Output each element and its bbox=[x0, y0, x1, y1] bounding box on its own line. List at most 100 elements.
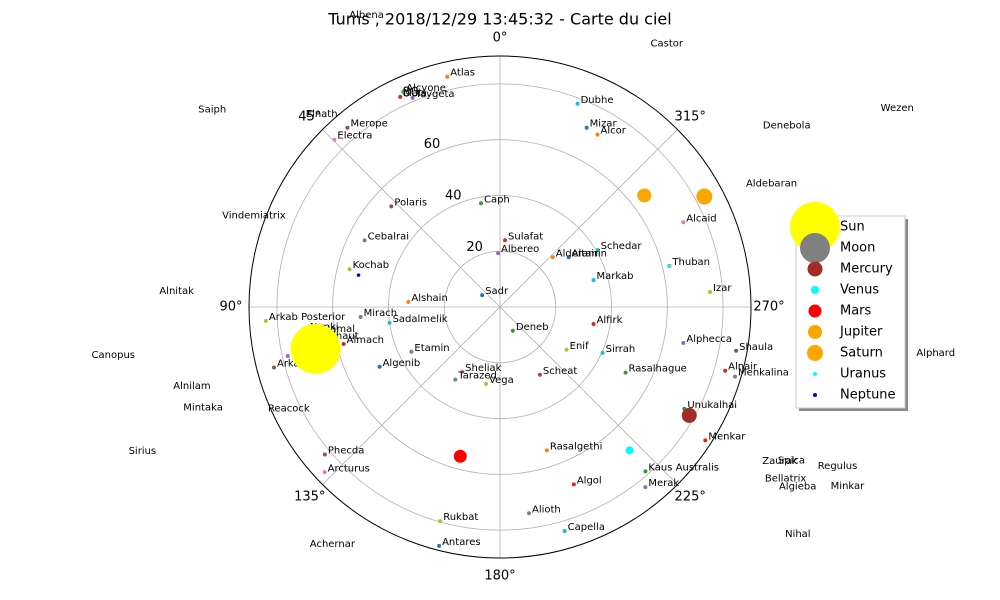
star bbox=[332, 137, 337, 142]
star bbox=[566, 255, 571, 260]
star-label: Rukbat bbox=[443, 512, 478, 523]
star bbox=[401, 89, 406, 94]
star-label: Deneb bbox=[516, 322, 549, 333]
star-label: Shaula bbox=[739, 342, 773, 353]
star bbox=[406, 300, 411, 305]
legend-marker bbox=[808, 325, 822, 339]
planet bbox=[667, 264, 671, 268]
star-label: Alnair bbox=[728, 362, 758, 373]
star-label: Rasalgethi bbox=[550, 441, 603, 452]
star-label: Denebola bbox=[763, 121, 811, 132]
star-label: Merope bbox=[350, 119, 387, 130]
star-label: Atlas bbox=[450, 68, 475, 79]
legend-label: Sun bbox=[840, 220, 865, 235]
star-label: Aldebaran bbox=[746, 178, 797, 189]
star-label: Elnath bbox=[306, 109, 338, 120]
star bbox=[595, 248, 600, 253]
star bbox=[285, 353, 290, 358]
star bbox=[708, 289, 713, 294]
star-label: Alioth bbox=[532, 504, 561, 515]
star bbox=[591, 278, 596, 283]
star bbox=[595, 132, 600, 137]
star bbox=[263, 318, 268, 323]
star bbox=[484, 381, 489, 386]
theta-grid-line bbox=[322, 129, 501, 308]
legend-label: Venus bbox=[840, 283, 879, 298]
star bbox=[703, 438, 708, 443]
star-label: Algol bbox=[577, 475, 602, 486]
star bbox=[322, 470, 327, 475]
legend-label: Moon bbox=[840, 241, 875, 256]
star-label: Castor bbox=[651, 38, 684, 49]
star-label: Alcor bbox=[601, 126, 627, 137]
star-label: Mintaka bbox=[183, 402, 223, 413]
theta-tick-label: 45° bbox=[298, 109, 321, 124]
legend-label: Jupiter bbox=[839, 325, 883, 340]
theta-tick-label: 135° bbox=[294, 490, 325, 505]
star-label: Polaris bbox=[394, 197, 427, 208]
star-label: Maia bbox=[403, 88, 427, 99]
star-label: Etamin bbox=[414, 343, 449, 354]
star-label: Schedar bbox=[601, 241, 643, 252]
star-label: Bellatrix bbox=[765, 473, 807, 484]
legend-label: Saturn bbox=[840, 346, 883, 361]
star bbox=[387, 320, 392, 325]
star-label: Caph bbox=[484, 194, 510, 205]
planet bbox=[625, 446, 634, 455]
star-label: Sheliak bbox=[465, 363, 502, 374]
star-label: Mizar bbox=[590, 119, 618, 130]
star-label: Dubhe bbox=[581, 95, 614, 106]
star-label: Antares bbox=[442, 537, 480, 548]
legend-label: Mercury bbox=[840, 262, 893, 277]
theta-tick-label: 180° bbox=[484, 569, 515, 584]
star bbox=[389, 204, 394, 209]
star-label: Saiph bbox=[198, 105, 226, 116]
legend-marker bbox=[807, 261, 823, 277]
star-label: Alnilam bbox=[173, 381, 210, 392]
planet bbox=[356, 273, 361, 277]
star-label: Unukalhai bbox=[687, 400, 737, 411]
star-label: Hamal bbox=[323, 324, 355, 335]
star-label: Tarazed bbox=[457, 371, 497, 382]
star-label: Vega bbox=[489, 375, 514, 386]
star-label: Merak bbox=[648, 478, 679, 489]
star bbox=[564, 347, 569, 352]
legend-marker bbox=[800, 233, 830, 263]
theta-grid-line bbox=[499, 129, 678, 308]
star-label: Alcaid bbox=[686, 213, 716, 224]
star bbox=[480, 293, 485, 298]
star-label: Thuban bbox=[671, 257, 710, 268]
star-label: Alnitak bbox=[159, 286, 194, 297]
star bbox=[600, 350, 605, 355]
theta-tick-label: 270° bbox=[753, 300, 784, 315]
star bbox=[358, 314, 363, 319]
star bbox=[345, 125, 350, 130]
planet bbox=[681, 407, 697, 423]
star-label: Canopus bbox=[92, 350, 135, 361]
star bbox=[723, 368, 728, 373]
star-label: Algieba bbox=[779, 481, 816, 492]
theta-tick-label: 90° bbox=[219, 300, 242, 315]
star-label: Vindemiatrix bbox=[222, 211, 286, 222]
theta-tick-label: 0° bbox=[493, 31, 508, 46]
star bbox=[584, 125, 589, 130]
star-label: Enif bbox=[570, 341, 589, 352]
star bbox=[510, 328, 515, 333]
planet bbox=[696, 188, 713, 205]
star-label: Spica bbox=[778, 455, 805, 466]
star-label: Sirius bbox=[129, 446, 157, 457]
star bbox=[623, 370, 628, 375]
star-label: Alshain bbox=[411, 293, 447, 304]
star-label: Minkar bbox=[831, 481, 865, 492]
star-label: Capella bbox=[568, 522, 605, 533]
star bbox=[398, 94, 403, 99]
star bbox=[409, 349, 414, 354]
planet bbox=[290, 323, 341, 374]
star-label: Achernar bbox=[310, 539, 356, 550]
star-label: Kaus Australis bbox=[648, 462, 719, 473]
star bbox=[562, 529, 567, 534]
legend-label: Neptune bbox=[840, 388, 896, 403]
star-label: Phecda bbox=[328, 445, 365, 456]
star-label: Sadr bbox=[485, 286, 509, 297]
